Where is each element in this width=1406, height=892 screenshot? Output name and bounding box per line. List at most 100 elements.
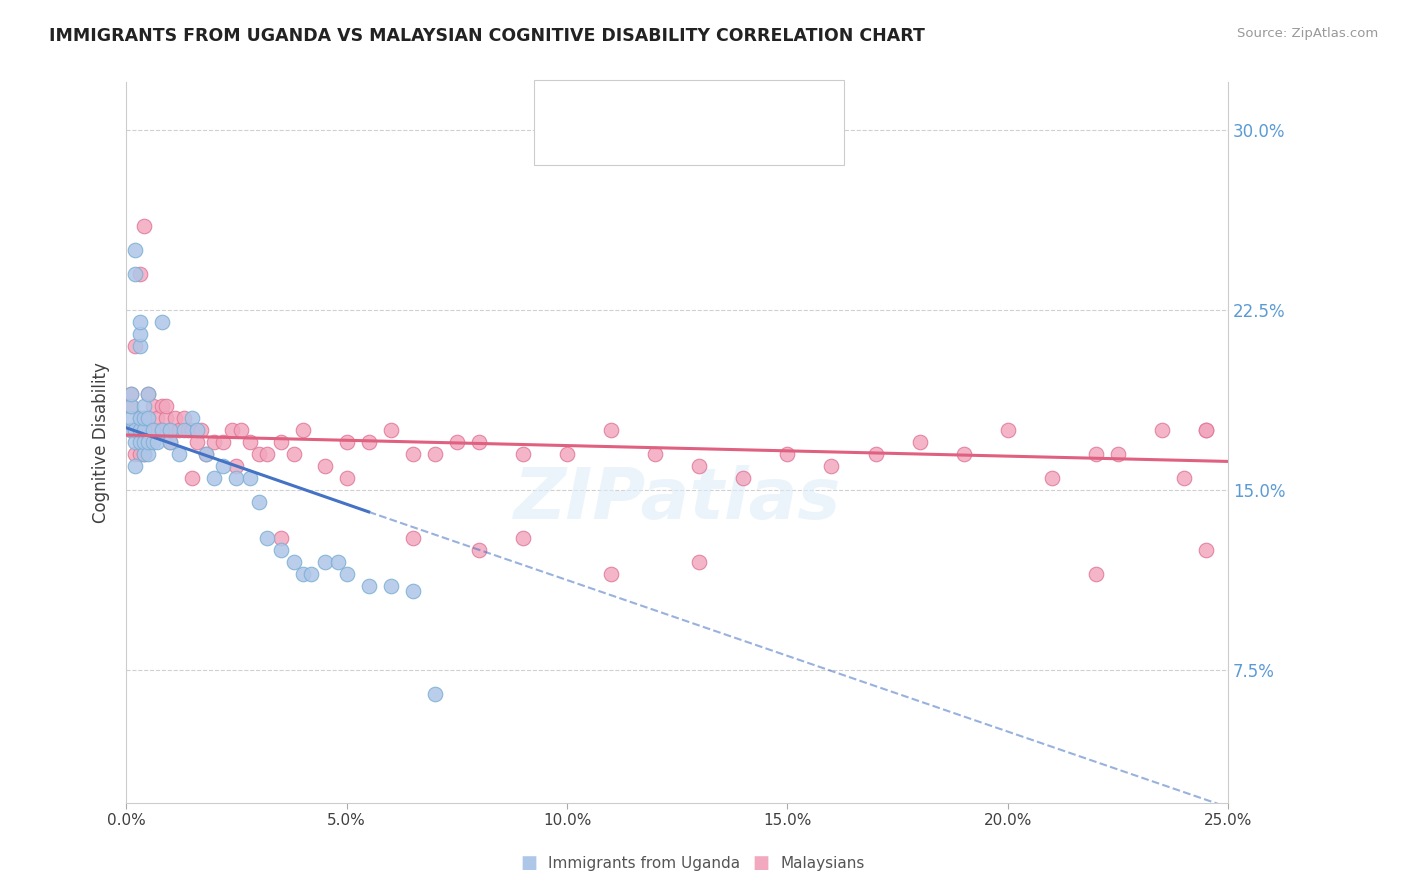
Point	[124, 459, 146, 474]
Point	[820, 459, 842, 474]
Point	[256, 531, 278, 545]
Point	[120, 387, 142, 401]
Point	[212, 435, 235, 450]
Point	[124, 267, 146, 281]
Point	[336, 435, 359, 450]
Point	[146, 411, 169, 425]
Point	[132, 435, 155, 450]
Point	[402, 447, 425, 461]
Point	[270, 531, 292, 545]
Point	[138, 387, 160, 401]
Text: ■: ■	[548, 96, 565, 114]
Point	[128, 315, 150, 329]
Point	[177, 423, 200, 437]
Point	[1150, 423, 1173, 437]
Point	[132, 411, 155, 425]
Text: 82: 82	[700, 131, 723, 145]
Point	[688, 459, 710, 474]
Point	[124, 339, 146, 353]
Point	[142, 435, 165, 450]
Point	[247, 495, 270, 509]
Point	[186, 435, 208, 450]
Point	[1195, 543, 1218, 558]
Y-axis label: Cognitive Disability: Cognitive Disability	[93, 362, 110, 523]
Point	[644, 447, 666, 461]
Point	[150, 423, 173, 437]
Point	[159, 435, 181, 450]
Point	[186, 423, 208, 437]
Point	[120, 411, 142, 425]
Point	[128, 447, 150, 461]
Point	[128, 423, 150, 437]
Point	[512, 447, 534, 461]
Point	[138, 411, 160, 425]
Text: 53: 53	[700, 98, 723, 112]
Point	[128, 327, 150, 342]
Point	[120, 423, 142, 437]
Point	[204, 435, 226, 450]
Point	[291, 423, 314, 437]
Point	[132, 447, 155, 461]
Point	[1084, 447, 1107, 461]
Text: -0.050: -0.050	[616, 131, 673, 145]
Point	[468, 543, 491, 558]
Point	[314, 459, 336, 474]
Point	[326, 555, 349, 569]
Point	[446, 435, 468, 450]
Point	[1084, 567, 1107, 582]
Point	[163, 411, 186, 425]
Point	[167, 423, 190, 437]
Point	[159, 423, 181, 437]
Point	[142, 399, 165, 413]
Point	[159, 423, 181, 437]
Point	[120, 399, 142, 413]
Point	[908, 435, 931, 450]
Point	[173, 411, 195, 425]
Point	[132, 411, 155, 425]
Point	[204, 471, 226, 485]
Point	[120, 423, 142, 437]
Point	[270, 435, 292, 450]
Point	[1040, 471, 1063, 485]
Point	[291, 567, 314, 582]
Point	[283, 555, 305, 569]
Point	[600, 423, 623, 437]
Point	[124, 243, 146, 257]
Point	[225, 471, 247, 485]
Point	[159, 435, 181, 450]
Point	[380, 579, 402, 593]
Point	[1195, 423, 1218, 437]
Point	[194, 447, 217, 461]
Point	[138, 447, 160, 461]
Point	[142, 423, 165, 437]
Point	[225, 459, 247, 474]
Point	[181, 423, 204, 437]
Point	[1173, 471, 1195, 485]
Point	[283, 447, 305, 461]
Text: R =: R =	[576, 98, 612, 112]
Point	[299, 567, 322, 582]
Text: ■: ■	[548, 129, 565, 147]
Point	[138, 435, 160, 450]
Point	[688, 555, 710, 569]
Point	[1195, 423, 1218, 437]
Point	[221, 423, 243, 437]
Point	[600, 567, 623, 582]
Point	[128, 411, 150, 425]
Point	[733, 471, 755, 485]
Point	[357, 435, 380, 450]
Text: Source: ZipAtlas.com: Source: ZipAtlas.com	[1237, 27, 1378, 40]
Text: IMMIGRANTS FROM UGANDA VS MALAYSIAN COGNITIVE DISABILITY CORRELATION CHART: IMMIGRANTS FROM UGANDA VS MALAYSIAN COGN…	[49, 27, 925, 45]
Point	[146, 423, 169, 437]
Point	[997, 423, 1019, 437]
Point	[132, 399, 155, 413]
Point	[120, 399, 142, 413]
Point	[167, 447, 190, 461]
Point	[124, 447, 146, 461]
Point	[380, 423, 402, 437]
Text: N =: N =	[668, 131, 704, 145]
Point	[336, 567, 359, 582]
Text: ■: ■	[752, 855, 769, 872]
Point	[146, 435, 169, 450]
Point	[138, 423, 160, 437]
